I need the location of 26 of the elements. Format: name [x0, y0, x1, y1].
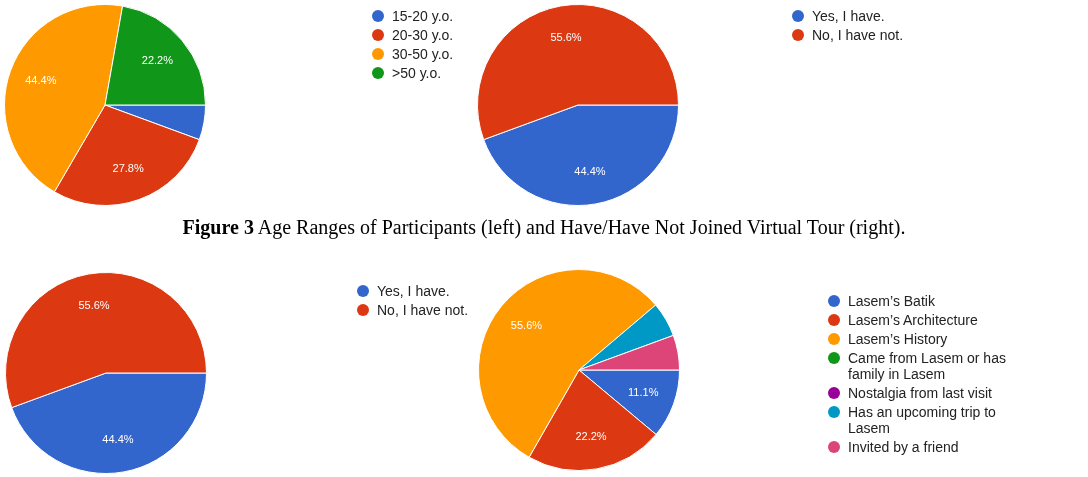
legend-label: No, I have not.: [812, 27, 904, 43]
legend-label: 15-20 y.o.: [392, 8, 454, 24]
legend-label: Nostalgia from last visit: [848, 385, 992, 401]
legend-label: Has an upcoming trip to Lasem: [848, 404, 997, 436]
legend-label: Lasem’s History: [848, 331, 948, 347]
legend-label: No, I have not.: [377, 302, 469, 318]
data-label: 55.6%: [550, 30, 582, 43]
legend-label: Lasem’s Batik: [848, 293, 935, 309]
data-label: 22.2%: [575, 430, 607, 443]
data-label: 22.2%: [141, 54, 174, 67]
legend-label: 30-50 y.o.: [392, 46, 454, 62]
legend-label: Invited by a friend: [848, 439, 959, 455]
data-label: 44.4%: [25, 74, 57, 87]
legend-label: Lasem’s Architecture: [848, 312, 978, 328]
legend-label: Yes, I have.: [812, 8, 885, 24]
caption: Figure 3 Age Ranges of Participants (left) and Have/Have Not Joined Virtual Tour (right).: [181, 216, 907, 239]
legend-label: 20-30 y.o.: [392, 27, 454, 43]
legend-label: >50 y.o.: [392, 65, 442, 81]
data-label: 55.6%: [78, 298, 110, 311]
data-label: 55.6%: [510, 319, 543, 332]
legend-label: Came from Lasem or has family in Lasem: [848, 350, 1007, 382]
data-label: 27.8%: [112, 162, 144, 175]
data-label: 44.4%: [574, 165, 606, 178]
data-label: 11.1%: [628, 386, 659, 399]
legend-label: Yes, I have.: [377, 283, 450, 299]
data-label: 44.4%: [102, 433, 134, 446]
